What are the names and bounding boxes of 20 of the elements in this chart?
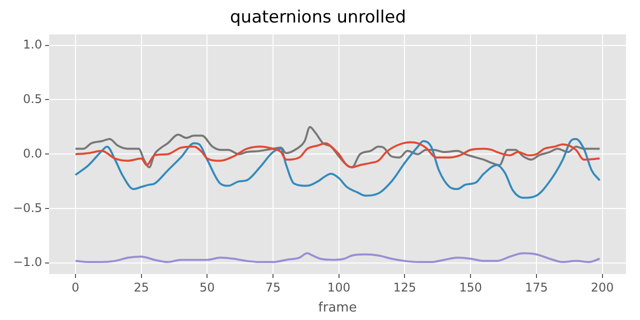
x-tick-label: 100 (327, 280, 350, 294)
x-axis-title: frame (318, 300, 357, 316)
x-tick-label: 0 (72, 280, 80, 294)
y-tick-label: 1.0 (23, 37, 42, 52)
x-tick-label: 175 (524, 280, 548, 294)
x-tick-label: 50 (200, 280, 215, 294)
y-tick-label: −0.5 (13, 200, 42, 215)
x-tick-label: 25 (134, 280, 149, 294)
line-series (74, 141, 601, 168)
line-series (74, 138, 601, 199)
line-series (74, 252, 601, 264)
x-tick-label: 150 (459, 280, 482, 294)
chart-title: quaternions unrolled (230, 8, 406, 28)
x-tick-label: 125 (393, 280, 416, 294)
x-tick-label: 200 (590, 280, 614, 294)
y-tick-label: 0.5 (23, 92, 42, 106)
x-tick-label: 75 (265, 280, 281, 294)
line-series (74, 126, 601, 168)
y-tick-label: −1.0 (13, 255, 42, 270)
y-tick-label: 0.0 (23, 146, 42, 160)
